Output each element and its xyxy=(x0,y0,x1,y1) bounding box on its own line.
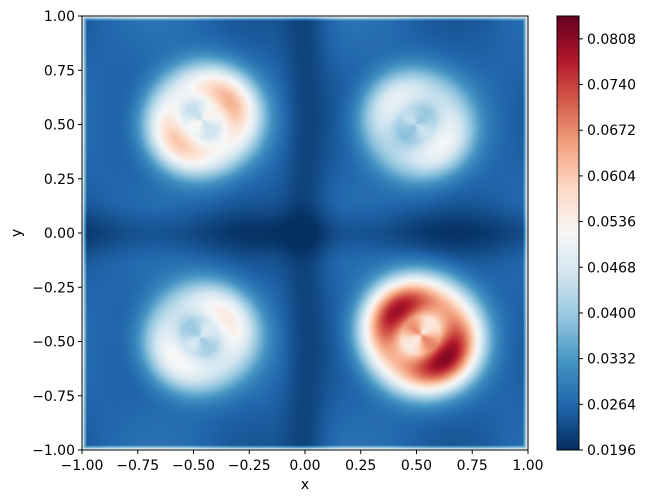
x-tick-label: −0.25 xyxy=(228,458,271,474)
x-tick-label: 0.00 xyxy=(289,458,320,474)
colorbar-tick-label: 0.0740 xyxy=(587,78,636,94)
x-tick-label: 0.25 xyxy=(345,458,376,474)
heatmap-image xyxy=(82,16,528,450)
x-tick-label: −1.00 xyxy=(61,458,104,474)
colorbar-tick-label: 0.0400 xyxy=(587,306,636,322)
y-tick-label: 1.00 xyxy=(44,9,75,25)
y-tick-label: −0.50 xyxy=(32,335,75,351)
colorbar-frame xyxy=(556,15,580,451)
x-tick-label: 0.50 xyxy=(401,458,432,474)
colorbar-tick-label: 0.0604 xyxy=(587,169,636,185)
y-axis-label: y xyxy=(9,229,25,237)
colorbar-gradient xyxy=(557,16,579,450)
colorbar-tick-label: 0.0468 xyxy=(587,260,636,276)
x-axis: −1.00 −0.75 −0.50 −0.25 0.00 0.25 0.50 0.75 1.00 xyxy=(61,450,544,474)
y-tick-label: 0.50 xyxy=(44,118,75,134)
x-axis-label: x xyxy=(301,477,309,493)
colorbar-tick-label: 0.0672 xyxy=(587,123,636,139)
colorbar: 0.0196 0.0264 0.0332 0.0400 0.0468 0.0536 0.06… xyxy=(556,15,636,459)
colorbar-ticks: 0.0196 0.0264 0.0332 0.0400 0.0468 0.0536 0.06… xyxy=(579,32,636,459)
y-tick-label: −0.25 xyxy=(32,280,75,296)
colorbar-tick-label: 0.0808 xyxy=(587,32,636,48)
x-tick-label: −0.50 xyxy=(172,458,215,474)
x-tick-label: 0.75 xyxy=(457,458,488,474)
y-tick-label: 0.00 xyxy=(44,226,75,242)
y-tick-label: 0.25 xyxy=(44,172,75,188)
y-tick-label: 0.75 xyxy=(44,63,75,79)
y-tick-label: −1.00 xyxy=(32,443,75,459)
colorbar-tick-label: 0.0332 xyxy=(587,352,636,368)
colorbar-tick-label: 0.0536 xyxy=(587,215,636,231)
colorbar-tick-label: 0.0264 xyxy=(587,397,636,413)
x-tick-label: −0.75 xyxy=(116,458,159,474)
y-tick-label: −0.75 xyxy=(32,389,75,405)
plot-area xyxy=(81,15,529,451)
x-tick-label: 1.00 xyxy=(512,458,543,474)
y-axis: −1.00 −0.75 −0.50 −0.25 0.00 0.25 0.50 0.75 1.00 xyxy=(32,9,82,459)
colorbar-tick-label: 0.0196 xyxy=(587,443,636,459)
